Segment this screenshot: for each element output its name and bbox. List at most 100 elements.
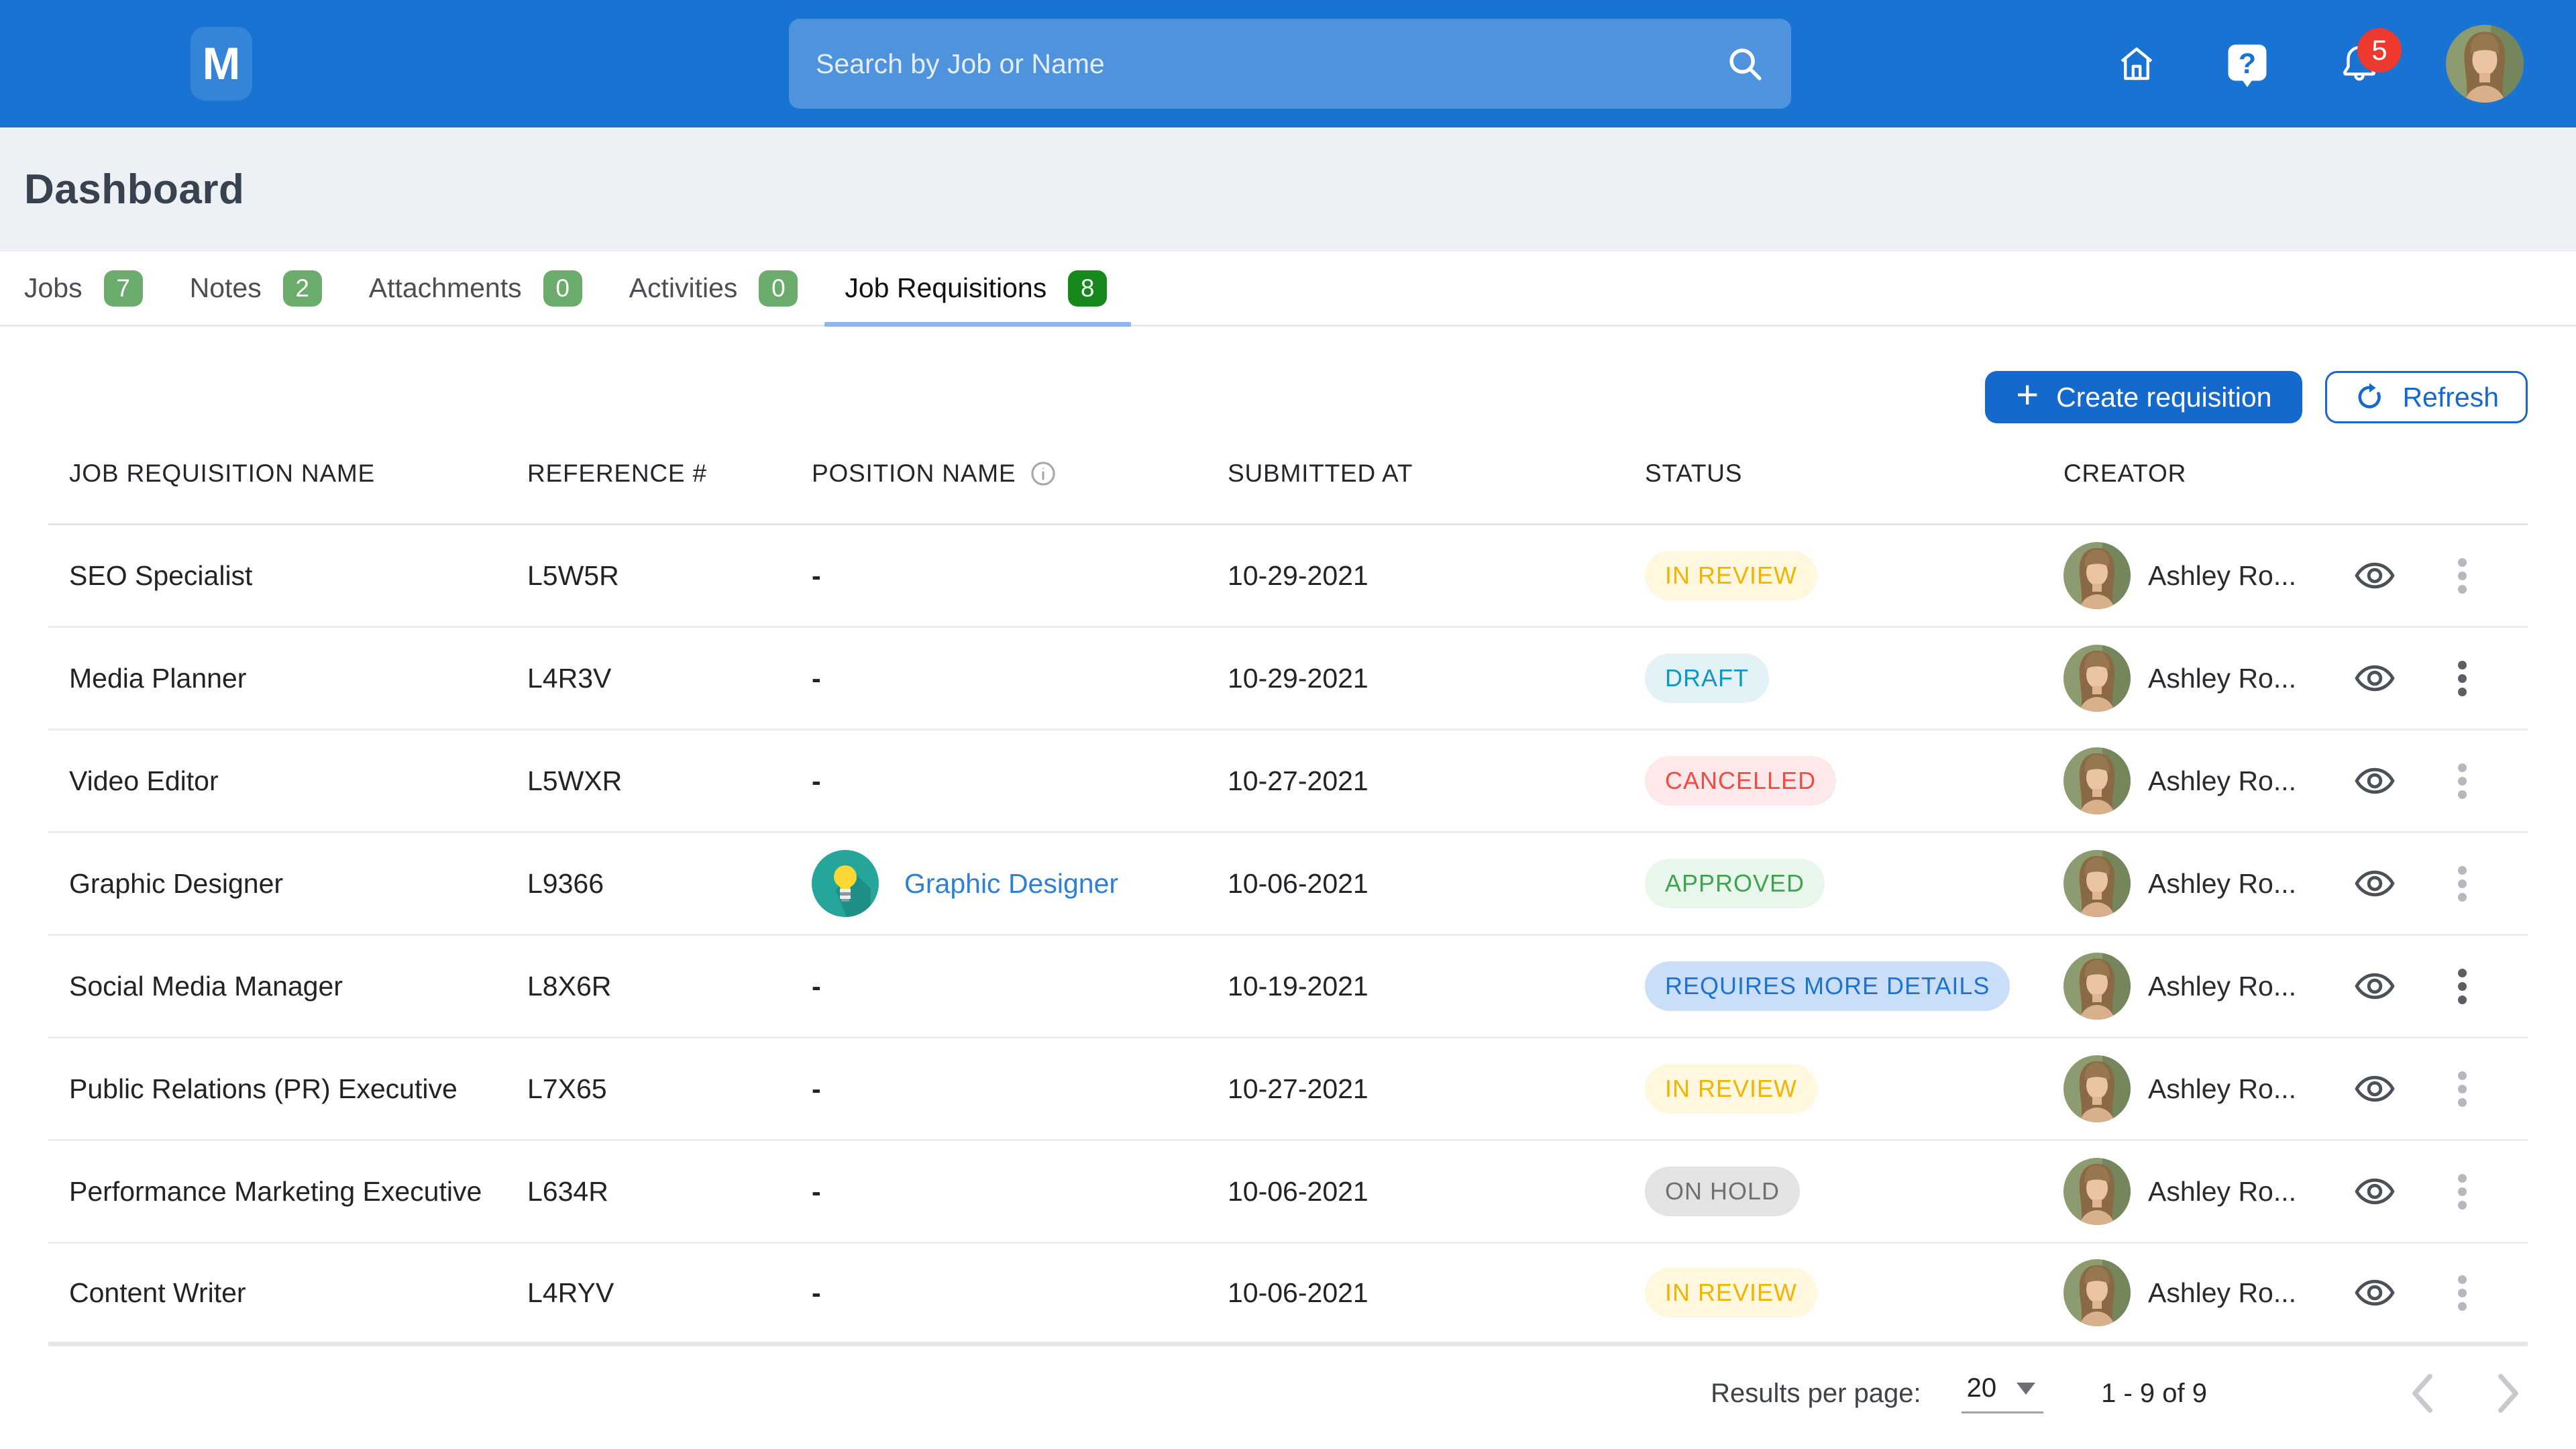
status-cell: IN REVIEW: [1645, 551, 2063, 600]
pagination-bar: Results per page: 20 1 - 9 of 9: [0, 1346, 2576, 1440]
creator-cell: Ashley Ro...: [2063, 1158, 2334, 1225]
row-menu-button[interactable]: [2457, 553, 2467, 598]
tab-count-badge: 7: [103, 270, 143, 307]
row-menu-button[interactable]: [2457, 1067, 2467, 1112]
row-menu-button[interactable]: [2457, 1169, 2467, 1214]
search-input[interactable]: [814, 47, 1724, 80]
position-cell: -: [812, 560, 1228, 592]
row-menu-button[interactable]: [2457, 964, 2467, 1009]
eye-icon: [2354, 1171, 2396, 1212]
notification-count-badge: 5: [2357, 28, 2402, 72]
tab-attachments[interactable]: Attachments 0: [369, 252, 582, 325]
requisition-name: Media Planner: [69, 662, 247, 694]
kebab-menu-icon: [2457, 861, 2467, 906]
creator-name: Ashley Ro...: [2148, 559, 2297, 591]
reference-number: L9366: [527, 867, 604, 899]
requisition-name: Content Writer: [69, 1277, 246, 1308]
view-requisition-button[interactable]: [2354, 555, 2396, 596]
position-cell: -: [812, 1277, 1228, 1309]
kebab-menu-icon: [2457, 964, 2467, 1009]
notifications-button[interactable]: 5: [2337, 28, 2402, 86]
tab-count-badge: 8: [1068, 270, 1108, 307]
top-navigation-bar: M: [0, 0, 2576, 127]
reference-number: L5WXR: [527, 765, 623, 796]
profile-avatar[interactable]: [2446, 25, 2524, 103]
position-link[interactable]: Graphic Designer: [904, 867, 1119, 899]
status-cell: IN REVIEW: [1645, 1064, 2063, 1114]
creator-cell: Ashley Ro...: [2063, 953, 2334, 1020]
previous-page-button[interactable]: [2408, 1373, 2436, 1414]
results-per-page-label: Results per page:: [1711, 1378, 1921, 1408]
tab-job-requisitions[interactable]: Job Requisitions 8: [824, 252, 1132, 327]
tab-bar: Jobs 7 Notes 2 Attachments 0 Activities …: [0, 252, 2576, 327]
requisitions-table: JOB REQUISITION NAME REFERENCE # POSITIO…: [48, 423, 2528, 1346]
refresh-button[interactable]: Refresh: [2325, 371, 2528, 423]
table-row: Video Editor L5WXR - 10-27-2021 CANCEL: [48, 731, 2528, 833]
view-requisition-button[interactable]: [2354, 760, 2396, 802]
info-icon[interactable]: [1029, 460, 1057, 488]
reference-number: L634R: [527, 1175, 608, 1207]
row-menu-button[interactable]: [2457, 759, 2467, 804]
table-body: SEO Specialist L5W5R - 10-29-2021 IN R: [48, 525, 2528, 1346]
row-menu-button[interactable]: [2457, 656, 2467, 701]
row-menu-button[interactable]: [2457, 1271, 2467, 1316]
topbar-icon-group: ? 5: [2116, 25, 2524, 103]
status-badge: REQUIRES MORE DETAILS: [1645, 961, 2010, 1011]
view-requisition-button[interactable]: [2354, 965, 2396, 1007]
creator-avatar: [2063, 645, 2131, 712]
creator-name: Ashley Ro...: [2148, 1073, 2297, 1104]
status-badge: IN REVIEW: [1645, 551, 1818, 600]
creator-avatar: [2063, 953, 2131, 1020]
table-row: SEO Specialist L5W5R - 10-29-2021 IN R: [48, 525, 2528, 628]
reference-number: L5W5R: [527, 559, 619, 591]
eye-icon: [2354, 760, 2396, 802]
reference-number: L7X65: [527, 1073, 607, 1104]
column-header: SUBMITTED AT: [1228, 459, 1413, 487]
requisition-name: Graphic Designer: [69, 867, 284, 899]
creator-name: Ashley Ro...: [2148, 765, 2297, 796]
requisition-name: SEO Specialist: [69, 559, 253, 591]
submitted-at: 10-06-2021: [1228, 1277, 1368, 1308]
home-button[interactable]: [2116, 43, 2157, 85]
view-requisition-button[interactable]: [2354, 1068, 2396, 1110]
creator-cell: Ashley Ro...: [2063, 850, 2334, 917]
help-button[interactable]: ?: [2222, 38, 2273, 89]
chevron-right-icon: [2494, 1373, 2522, 1414]
position-cell: Graphic Designer: [812, 850, 1228, 917]
status-cell: REQUIRES MORE DETAILS: [1645, 961, 2063, 1011]
position-cell: -: [812, 971, 1228, 1002]
tab-count-badge: 0: [759, 270, 798, 307]
tab-count-badge: 2: [282, 270, 322, 307]
create-requisition-button[interactable]: + Create requisition: [1985, 371, 2303, 423]
app-logo[interactable]: M: [191, 27, 252, 101]
empty-position-dash: -: [812, 970, 821, 1002]
tab-activities[interactable]: Activities 0: [629, 252, 798, 325]
table-row: Graphic Designer L9366 Graphic Designer …: [48, 833, 2528, 936]
next-page-button[interactable]: [2494, 1373, 2522, 1414]
creator-cell: Ashley Ro...: [2063, 645, 2334, 712]
empty-position-dash: -: [812, 662, 821, 694]
tab-notes[interactable]: Notes 2: [190, 252, 322, 325]
status-badge: IN REVIEW: [1645, 1268, 1818, 1318]
submitted-at: 10-29-2021: [1228, 559, 1368, 591]
search-icon[interactable]: [1724, 43, 1766, 85]
column-header: JOB REQUISITION NAME: [69, 459, 375, 487]
status-badge: IN REVIEW: [1645, 1064, 1818, 1114]
creator-name: Ashley Ro...: [2148, 1277, 2297, 1308]
table-row: Media Planner L4R3V - 10-29-2021 DRAFT: [48, 628, 2528, 731]
per-page-select[interactable]: 20: [1961, 1373, 2044, 1413]
creator-name: Ashley Ro...: [2148, 970, 2297, 1002]
view-requisition-button[interactable]: [2354, 657, 2396, 699]
eye-icon: [2354, 657, 2396, 699]
chevron-left-icon: [2408, 1373, 2436, 1414]
row-menu-button[interactable]: [2457, 861, 2467, 906]
position-cell: -: [812, 663, 1228, 694]
view-requisition-button[interactable]: [2354, 863, 2396, 904]
status-cell: DRAFT: [1645, 653, 2063, 703]
view-requisition-button[interactable]: [2354, 1272, 2396, 1313]
kebab-menu-icon: [2457, 1271, 2467, 1316]
view-requisition-button[interactable]: [2354, 1171, 2396, 1212]
status-cell: ON HOLD: [1645, 1167, 2063, 1216]
tab-jobs[interactable]: Jobs 7: [24, 252, 143, 325]
table-row: Performance Marketing Executive L634R - …: [48, 1141, 2528, 1244]
